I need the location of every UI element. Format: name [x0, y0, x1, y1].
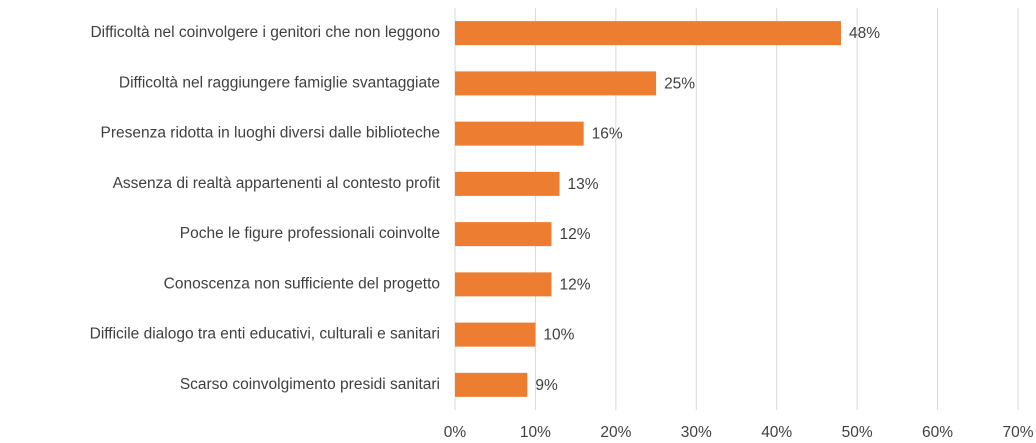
- y-tick-label: Presenza ridotta in luoghi diversi dalle…: [101, 125, 440, 142]
- data-label: 10%: [543, 327, 574, 344]
- data-label: 9%: [535, 377, 558, 394]
- data-label: 48%: [849, 25, 880, 42]
- x-tick-label: 60%: [922, 424, 953, 441]
- data-label: 13%: [568, 176, 599, 193]
- bar: [455, 372, 528, 397]
- bar: [455, 121, 584, 146]
- bar: [455, 71, 657, 96]
- x-tick-label: 20%: [600, 424, 631, 441]
- x-tick-label: 30%: [681, 424, 712, 441]
- y-tick-label: Difficoltà nel coinvolgere i genitori ch…: [90, 24, 440, 41]
- bar: [455, 322, 536, 347]
- y-tick-label: Difficile dialogo tra enti educativi, cu…: [90, 326, 440, 343]
- data-label: 12%: [560, 226, 591, 243]
- x-tick-label: 50%: [842, 424, 873, 441]
- bar: [455, 171, 560, 196]
- bar: [455, 21, 842, 46]
- data-label: 16%: [592, 126, 623, 143]
- data-label: 12%: [560, 276, 591, 293]
- x-tick-label: 10%: [520, 424, 551, 441]
- y-tick-label: Scarso coinvolgimento presidi sanitari: [180, 376, 440, 393]
- bar: [455, 272, 552, 297]
- x-tick-label: 0%: [444, 424, 467, 441]
- y-tick-label: Difficoltà nel raggiungere famiglie svan…: [119, 74, 440, 91]
- bar: [455, 222, 552, 247]
- x-tick-label: 40%: [761, 424, 792, 441]
- data-label: 25%: [664, 75, 695, 92]
- x-tick-label: 70%: [1002, 424, 1033, 441]
- y-tick-label: Conoscenza non sufficiente del progetto: [164, 275, 440, 292]
- y-tick-label: Poche le figure professionali coinvolte: [180, 225, 440, 242]
- y-tick-label: Assenza di realtà appartenenti al contes…: [113, 175, 441, 192]
